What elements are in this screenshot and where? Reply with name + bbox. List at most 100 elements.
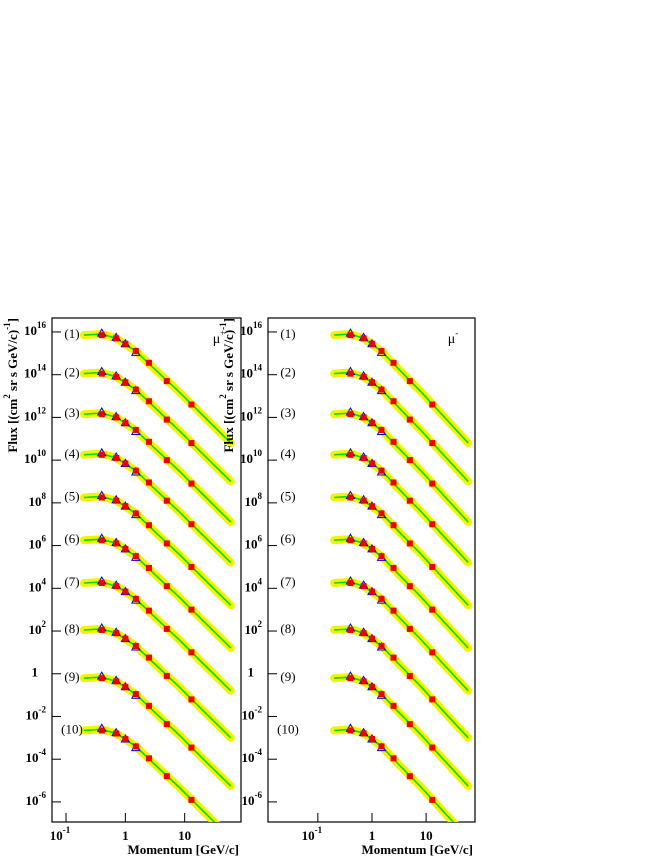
x-tick-label: 10-1 [50, 825, 71, 843]
y-tick-label-part: -2 [39, 705, 47, 715]
y-axis-title: Flux [(cm2 sr s GeV/c)-1] [2, 318, 20, 453]
y-tick-label: 1014 [24, 363, 47, 381]
red-square [188, 480, 195, 487]
red-square [390, 522, 397, 529]
red-square [347, 675, 354, 682]
y-tick-label: 10-4 [242, 747, 263, 765]
red-square [145, 438, 152, 445]
y-axis-title-part: Flux [(cm [221, 399, 236, 453]
red-square [188, 606, 195, 613]
y-axis-title-part: ] [221, 318, 236, 322]
y-tick-label: 1014 [240, 363, 263, 381]
curve-band [330, 449, 473, 567]
y-tick-label-part: 10 [240, 451, 253, 466]
red-square [347, 332, 354, 339]
red-square [378, 426, 385, 433]
y-tick-label-part: -4 [39, 747, 47, 757]
y-tick-label: 10-6 [26, 790, 47, 808]
red-square [98, 451, 105, 458]
red-square [113, 454, 120, 461]
y-tick-label-part: 10 [24, 451, 37, 466]
red-square [368, 683, 375, 690]
red-square [188, 440, 195, 447]
red-square [98, 537, 105, 544]
red-square [378, 553, 385, 560]
y-tick-label-part: 10 [242, 750, 255, 765]
y-tick-label-part: 10 [245, 579, 258, 594]
y-tick-label: 1012 [240, 405, 263, 423]
red-square [113, 373, 120, 380]
y-tick-label: 104 [245, 576, 263, 594]
red-square [132, 386, 139, 393]
red-square [113, 540, 120, 547]
red-square [390, 654, 397, 661]
red-square [122, 545, 129, 552]
red-square [360, 540, 367, 547]
curve-band [330, 330, 473, 448]
red-square [347, 451, 354, 458]
red-square [122, 635, 129, 642]
red-square [360, 730, 367, 737]
x-tick-label: 10 [420, 828, 433, 843]
y-tick-label: 10-6 [242, 790, 263, 808]
y-tick-label-part: 10 [245, 494, 258, 509]
red-square [98, 494, 105, 501]
red-square [368, 419, 375, 426]
red-square [390, 564, 397, 571]
red-square [347, 579, 354, 586]
red-square [113, 497, 120, 504]
x-tick-label: 1 [122, 828, 129, 843]
red-square [368, 503, 375, 510]
y-tick-label-part: -6 [255, 790, 263, 800]
red-square [368, 460, 375, 467]
charge: + [220, 328, 225, 338]
red-square [163, 497, 170, 504]
y-axis-title-part: -1 [218, 322, 228, 330]
red-square [145, 755, 152, 762]
y-tick-label-part: -4 [255, 747, 263, 757]
red-square [132, 467, 139, 474]
curve-label: (1) [64, 326, 79, 341]
red-square [347, 727, 354, 734]
red-square [390, 702, 397, 709]
red-square [368, 588, 375, 595]
red-square [347, 370, 354, 377]
red-square [347, 494, 354, 501]
curve-label: (9) [280, 669, 295, 684]
y-tick-label-part: 10 [29, 537, 42, 552]
particle-label: μ- [448, 328, 459, 347]
y-tick-label: 1010 [24, 448, 47, 466]
red-square [429, 401, 436, 408]
red-square [406, 773, 413, 780]
x-tick-label: 1 [369, 828, 376, 843]
x-axis-title: Momentum [GeV/c] [127, 842, 239, 857]
red-square [406, 625, 413, 632]
red-square [113, 414, 120, 421]
red-square [163, 583, 170, 590]
red-square [368, 379, 375, 386]
red-square [98, 411, 105, 418]
red-square [390, 398, 397, 405]
red-square [98, 332, 105, 339]
y-tick-label: 1016 [240, 320, 263, 338]
red-square [360, 335, 367, 342]
red-square [98, 579, 105, 586]
red-square [368, 736, 375, 743]
red-square [429, 563, 436, 570]
y-tick-label-part: 10 [24, 366, 37, 381]
x-tick-label-part: 10 [50, 828, 63, 843]
y-tick-label: 1012 [24, 405, 47, 423]
y-tick-label-part: 10 [29, 579, 42, 594]
x-tick-label-part: 10 [302, 828, 315, 843]
red-square [378, 467, 385, 474]
red-square [390, 438, 397, 445]
red-square [378, 642, 385, 649]
red-square [406, 416, 413, 423]
red-square [429, 744, 436, 751]
red-square [360, 497, 367, 504]
y-tick-label-part: 10 [242, 793, 255, 808]
x-tick-label-part: -1 [63, 825, 71, 835]
curve-label: (7) [280, 574, 295, 589]
y-tick-label-part: 2 [42, 619, 47, 629]
red-square [390, 479, 397, 486]
